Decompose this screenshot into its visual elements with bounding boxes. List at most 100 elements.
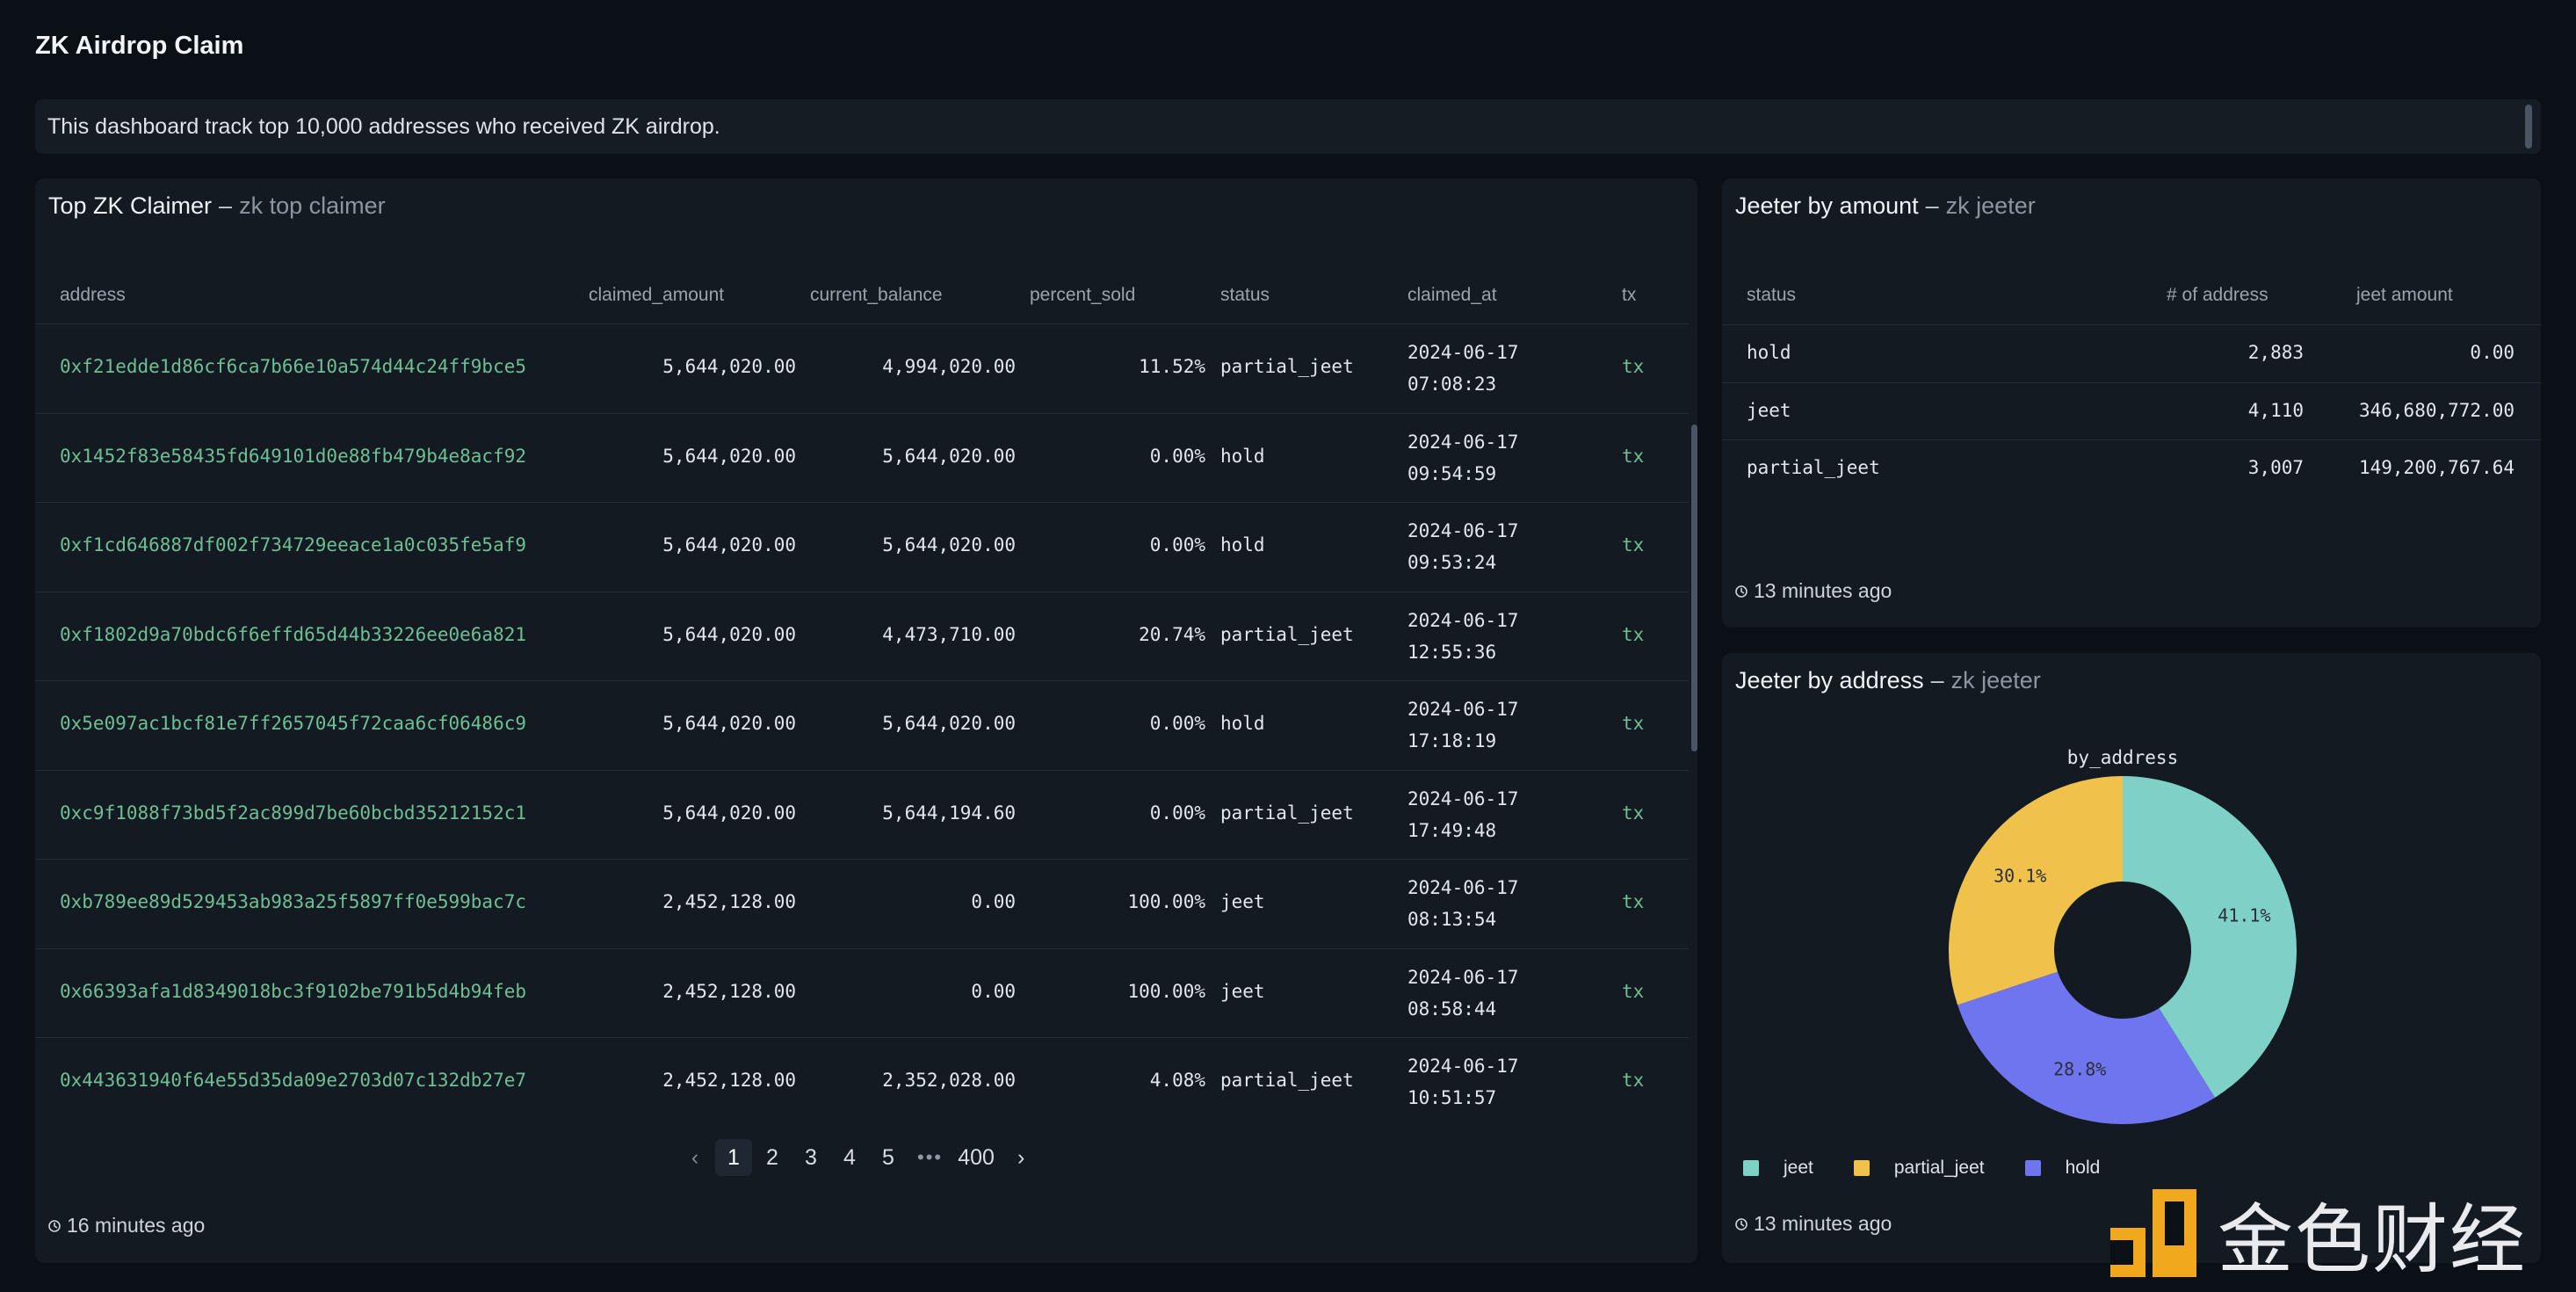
table-row: 0xc9f1088f73bd5f2ac899d7be60bcbd35212152…	[35, 769, 1689, 860]
chart-legend: jeet partial_jeet hold	[1743, 1158, 2140, 1179]
claimed-date: 2024-06-17	[1407, 788, 1519, 809]
table-scrollbar[interactable]	[1691, 425, 1697, 751]
percent-sold-cell: 11.52%	[1139, 356, 1205, 377]
query-name-link[interactable]: zk top claimer	[239, 192, 386, 219]
legend-item-jeet[interactable]: jeet	[1743, 1158, 1813, 1179]
query-name-link[interactable]: zk jeeter	[1950, 667, 2041, 693]
status-cell: partial_jeet	[1220, 802, 1354, 824]
panel-title-text: Jeeter by amount	[1735, 192, 1919, 219]
col-jeet-amount[interactable]: jeet amount	[2356, 285, 2453, 305]
claimed-date: 2024-06-17	[1407, 342, 1519, 363]
claimed-amount-cell: 2,452,128.00	[662, 1070, 796, 1091]
tx-link[interactable]: tx	[1622, 356, 1645, 377]
address-count-cell: 4,110	[2247, 399, 2304, 421]
col-tx[interactable]: tx	[1622, 285, 1637, 305]
chart-title: by_address	[2067, 747, 2178, 768]
pie-slice-hold[interactable]	[1957, 971, 2216, 1124]
legend-item-hold[interactable]: hold	[2024, 1158, 2101, 1179]
col-status[interactable]: status	[1220, 285, 1270, 305]
status-cell: hold	[1747, 342, 1791, 363]
claimed-date: 2024-06-17	[1407, 520, 1519, 541]
col-address-count[interactable]: # of address	[2167, 285, 2268, 305]
jeeter-address-panel: Jeeter by address – zk jeeter by_address 4…	[1722, 653, 2541, 1263]
tx-link[interactable]: tx	[1622, 534, 1645, 555]
address-link[interactable]: 0x443631940f64e55d35da09e2703d07c132db27…	[60, 1070, 527, 1091]
claimed-time: 17:18:19	[1407, 730, 1497, 751]
jeeter-amount-title[interactable]: Jeeter by amount – zk jeeter	[1735, 192, 2036, 220]
claimed-date: 2024-06-17	[1407, 877, 1519, 898]
updated-text: 16 minutes ago	[67, 1214, 206, 1237]
address-link[interactable]: 0x1452f83e58435fd649101d0e88fb479b4e8acf…	[60, 445, 527, 467]
pie-slice-jeet[interactable]	[2123, 776, 2297, 1098]
page-2-button[interactable]: 2	[766, 1144, 778, 1170]
tx-link[interactable]: tx	[1622, 802, 1645, 824]
table-row: 0x1452f83e58435fd649101d0e88fb479b4e8acf…	[35, 412, 1689, 503]
title-separator: –	[219, 192, 233, 219]
page-last-button[interactable]: 400	[958, 1144, 995, 1170]
claimed-amount-cell: 2,452,128.00	[662, 891, 796, 912]
table-row: 0x5e097ac1bcf81e7ff2657045f72caa6cf06486…	[35, 680, 1689, 770]
panel-title-text: Top ZK Claimer	[48, 192, 213, 219]
jinse-logo-icon	[2110, 1188, 2196, 1277]
pie-chart[interactable]: by_address 41.1% 28.8% 30.1%	[1722, 741, 2541, 1233]
percent-sold-cell: 0.00%	[1149, 445, 1205, 467]
claimed-amount-cell: 5,644,020.00	[662, 713, 796, 734]
table-row: 0xb789ee89d529453ab983a25f5897ff0e599bac…	[35, 859, 1689, 948]
page-3-button[interactable]: 3	[805, 1144, 817, 1170]
jeeter-amount-panel: Jeeter by amount – zk jeeter status # of a…	[1722, 178, 2541, 628]
tx-link[interactable]: tx	[1622, 713, 1645, 734]
status-cell: jeet	[1220, 980, 1265, 1002]
jeet-amount-cell: 149,200,767.64	[2358, 457, 2514, 478]
claimed-time: 08:13:54	[1407, 909, 1497, 930]
address-link[interactable]: 0xf1802d9a70bdc6f6effd65d44b33226ee0e6a8…	[60, 623, 527, 645]
legend-label: partial_jeet	[1893, 1158, 1985, 1178]
col-current-balance[interactable]: current_balance	[810, 285, 943, 305]
tx-link[interactable]: tx	[1622, 980, 1645, 1002]
col-percent-sold[interactable]: percent_sold	[1030, 285, 1136, 305]
table-row: jeet 4,110 346,680,772.00	[1722, 381, 2541, 440]
legend-label: hold	[2065, 1158, 2101, 1178]
address-link[interactable]: 0xf1cd646887df002f734729eeace1a0c035fe5a…	[60, 534, 527, 555]
tx-link[interactable]: tx	[1622, 623, 1645, 645]
col-claimed-at[interactable]: claimed_at	[1407, 285, 1497, 305]
pie-label-hold: 28.8%	[2053, 1058, 2106, 1079]
jeet-amount-cell: 346,680,772.00	[2358, 399, 2514, 421]
top-claimer-title[interactable]: Top ZK Claimer – zk top claimer	[48, 192, 386, 220]
tx-link[interactable]: tx	[1622, 445, 1645, 467]
pie-slice-partial-jeet[interactable]	[1949, 776, 2123, 1005]
page-1-button[interactable]: 1	[715, 1139, 752, 1176]
address-link[interactable]: 0x5e097ac1bcf81e7ff2657045f72caa6cf06486…	[60, 713, 527, 734]
title-separator: –	[1925, 192, 1939, 219]
address-link[interactable]: 0xb789ee89d529453ab983a25f5897ff0e599bac…	[60, 891, 527, 912]
title-separator: –	[1930, 667, 1944, 693]
current-balance-cell: 0.00	[971, 980, 1016, 1002]
col-status[interactable]: status	[1747, 285, 1797, 305]
col-address[interactable]: address	[60, 285, 126, 305]
next-page-button[interactable]: ›	[1017, 1144, 1025, 1170]
pagination-ellipsis[interactable]: •••	[917, 1146, 944, 1168]
prev-page-button[interactable]: ‹	[691, 1144, 699, 1170]
page-4-button[interactable]: 4	[843, 1144, 856, 1170]
table-row: 0xf1802d9a70bdc6f6effd65d44b33226ee0e6a8…	[35, 591, 1689, 681]
panel-title-text: Jeeter by address	[1735, 667, 1924, 693]
claimed-amount-cell: 5,644,020.00	[662, 356, 796, 377]
tx-link[interactable]: tx	[1622, 1070, 1645, 1091]
claimed-at-cell: 2024-06-17 09:54:59	[1407, 426, 1518, 490]
legend-swatch	[1743, 1160, 1759, 1176]
claimed-at-cell: 2024-06-17 12:55:36	[1407, 605, 1518, 668]
address-link[interactable]: 0xc9f1088f73bd5f2ac899d7be60bcbd35212152…	[60, 802, 527, 824]
description-scrollbar[interactable]	[2525, 105, 2532, 149]
claimed-at-cell: 2024-06-17 08:13:54	[1407, 872, 1518, 935]
status-cell: partial_jeet	[1747, 457, 1880, 478]
address-link[interactable]: 0xf21edde1d86cf6ca7b66e10a574d44c24ff9bc…	[60, 356, 527, 377]
watermark-text: 金色财经	[2218, 1196, 2527, 1284]
query-name-link[interactable]: zk jeeter	[1945, 192, 2036, 219]
percent-sold-cell: 0.00%	[1149, 534, 1205, 555]
tx-link[interactable]: tx	[1622, 891, 1645, 912]
jeeter-address-title[interactable]: Jeeter by address – zk jeeter	[1735, 667, 2041, 694]
address-link[interactable]: 0x66393afa1d8349018bc3f9102be791b5d4b94f…	[60, 980, 527, 1002]
current-balance-cell: 2,352,028.00	[882, 1070, 1016, 1091]
page-5-button[interactable]: 5	[882, 1144, 894, 1170]
legend-item-partial-jeet[interactable]: partial_jeet	[1853, 1158, 1985, 1179]
col-claimed-amount[interactable]: claimed_amount	[589, 285, 725, 305]
